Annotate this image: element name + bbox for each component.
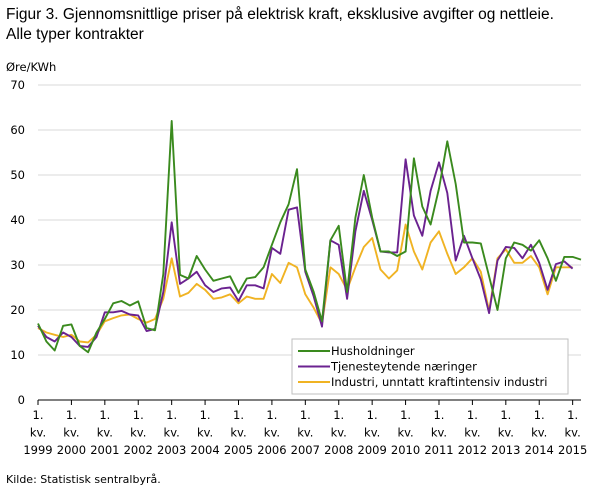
x-tick-label: 1.: [133, 408, 144, 422]
series-line: [37, 223, 573, 344]
y-tick-label: 40: [10, 213, 25, 227]
series-line: [37, 120, 582, 354]
x-tick-label: kv.: [264, 426, 280, 440]
x-tick-label: kv.: [297, 426, 313, 440]
x-tick-label: kv.: [565, 426, 581, 440]
chart-title: Figur 3. Gjennomsnittlige priser på elek…: [6, 5, 606, 45]
x-tick-label: 2002: [124, 443, 153, 457]
x-tick-label: 2015: [558, 443, 587, 457]
y-axis-label: Øre/KWh: [6, 60, 56, 74]
y-tick-label: 50: [10, 168, 25, 182]
x-tick-label: kv.: [331, 426, 347, 440]
series-line: [37, 158, 574, 348]
x-tick-label: 1.: [467, 408, 478, 422]
y-tick-label: 20: [10, 303, 25, 317]
y-tick-label: 60: [10, 123, 25, 137]
x-tick-label: 2012: [458, 443, 487, 457]
y-tick-label: 0: [18, 393, 25, 407]
x-tick-label: 1.: [367, 408, 378, 422]
legend: Husholdninger Tjenesteytende næringerIndu…: [291, 338, 569, 395]
x-tick-label: 1999: [23, 443, 52, 457]
x-tick-label: 2005: [224, 443, 253, 457]
x-tick-label: 1.: [567, 408, 578, 422]
x-tick-label: kv.: [97, 426, 113, 440]
legend-label: Tjenesteytende næringer: [330, 360, 477, 374]
source-note: Kilde: Statistisk sentralbyrå.: [6, 473, 161, 486]
y-axis-ticks: 0 10 20 30 40 50 60 70: [10, 78, 25, 407]
x-tick-label: 2009: [358, 443, 387, 457]
x-tick-label: 1.: [266, 408, 277, 422]
x-tick-label: kv.: [531, 426, 547, 440]
x-tick-label: kv.: [30, 426, 46, 440]
x-tick-label: 1.: [433, 408, 444, 422]
y-tick-label: 10: [10, 348, 25, 362]
x-tick-label: 2006: [257, 443, 286, 457]
x-tick-label: kv.: [63, 426, 79, 440]
x-tick-label: kv.: [431, 426, 447, 440]
x-tick-label: 1.: [333, 408, 344, 422]
chart-title-line2: Alle typer kontrakter: [6, 26, 144, 43]
x-tick-label: 1.: [166, 408, 177, 422]
chart-title-line1: Figur 3. Gjennomsnittlige priser på elek…: [6, 6, 554, 23]
x-tick-label: 2000: [57, 443, 86, 457]
x-tick-label: 2010: [391, 443, 420, 457]
y-tick-label: 30: [10, 258, 25, 272]
y-tick-label: 70: [10, 78, 25, 92]
grid-lines: [38, 84, 581, 356]
x-tick-label: kv.: [397, 426, 413, 440]
x-tick-label: kv.: [364, 426, 380, 440]
legend-label: Husholdninger: [331, 344, 415, 358]
x-tick-label: 1.: [500, 408, 511, 422]
x-tick-label: 1.: [534, 408, 545, 422]
x-tick-label: 2013: [491, 443, 520, 457]
legend-label: Industri, unntatt kraftintensiv industri: [331, 375, 547, 389]
x-tick-label: 2003: [157, 443, 186, 457]
x-tick-label: 1.: [99, 408, 110, 422]
series-lines: [37, 120, 582, 354]
x-tick-label: kv.: [464, 426, 480, 440]
x-tick-label: 1.: [400, 408, 411, 422]
x-tick-label: kv.: [197, 426, 213, 440]
x-tick-label: kv.: [498, 426, 514, 440]
x-tick-label: kv.: [230, 426, 246, 440]
x-axis: 1. kv. 1999 1. kv. 2000 1. kv. 2001 1. kv. 2002 1. kv…: [23, 399, 587, 457]
x-tick-label: 2007: [291, 443, 320, 457]
x-tick-label: 2014: [525, 443, 554, 457]
x-tick-label: 2008: [324, 443, 353, 457]
x-tick-label: kv.: [164, 426, 180, 440]
x-tick-label: 1.: [33, 408, 44, 422]
x-tick-label: 2004: [190, 443, 219, 457]
x-tick-label: kv.: [130, 426, 146, 440]
legend-box: [291, 338, 569, 395]
x-tick-label: 2001: [90, 443, 119, 457]
x-tick-label: 1.: [233, 408, 244, 422]
x-tick-label: 1.: [200, 408, 211, 422]
x-tick-label: 2011: [424, 443, 453, 457]
x-tick-label: 1.: [300, 408, 311, 422]
x-tick-label: 1.: [66, 408, 77, 422]
